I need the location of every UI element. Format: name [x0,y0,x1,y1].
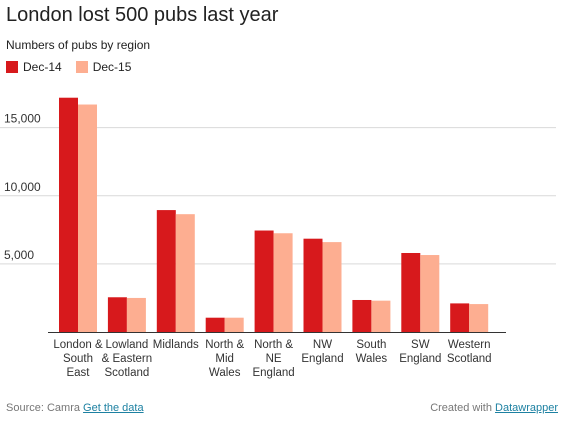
legend-item-dec-14: Dec-14 [6,60,62,74]
legend-swatch-dec-14 [6,61,18,73]
bar-dec-15 [126,297,146,332]
bar-dec-14 [450,303,470,332]
y-tick-label: 5,000 [4,248,34,262]
x-tick-label: North & NE England [252,339,294,379]
x-tick-label: Western Scotland [447,339,492,365]
bar-dec-14 [352,299,372,332]
bar-dec-15 [371,300,391,332]
x-tick-label: London & South East [53,339,103,379]
bar-dec-15 [420,255,440,332]
legend-label-dec-15: Dec-15 [92,60,132,74]
y-tick-label: 10,000 [4,180,41,194]
bar-dec-14 [59,97,78,333]
chart-title: London lost 500 pubs last year [6,4,279,26]
x-tick-label: North & Mid Wales [205,339,244,379]
bar-dec-15 [322,242,342,332]
bar-dec-14 [156,210,176,332]
bar-dec-14 [205,317,225,332]
legend-item-dec-15: Dec-15 [75,60,132,74]
bar-dec-15 [224,317,244,332]
legend-label-dec-14: Dec-14 [23,60,62,74]
bar-dec-14 [107,297,127,332]
x-tick-label: Lowland & Eastern Scotland [102,339,153,379]
x-tick-label: Midlands [153,339,199,351]
bar-chart: 5,000 10,000 15,000 London & South EastLowlan… [0,97,556,379]
credit-text: Created with [430,402,492,414]
y-tick-label: 15,000 [4,112,41,126]
x-tick-label: SW England [399,339,441,365]
bar-dec-15 [175,214,195,332]
source-note: Source: Camra Get the data [6,402,144,414]
bar-dec-14 [401,252,421,332]
legend: Dec-14 Dec-15 [6,60,131,74]
get-data-link[interactable]: Get the data [83,402,144,414]
bar-dec-14 [303,238,323,332]
x-tick-label: South Wales [356,339,388,365]
legend-swatch-dec-15 [75,61,88,73]
chart-subtitle: Numbers of pubs by region [6,38,151,52]
datawrapper-link[interactable]: Datawrapper [495,402,558,414]
x-tick-label: NW England [301,339,343,365]
bar-dec-15 [469,304,489,332]
bar-dec-15 [273,233,293,332]
credit-note: Created with Datawrapper [430,402,558,414]
bar-dec-14 [254,230,274,332]
bar-dec-15 [78,104,97,332]
source-text: Source: Camra [6,402,80,414]
